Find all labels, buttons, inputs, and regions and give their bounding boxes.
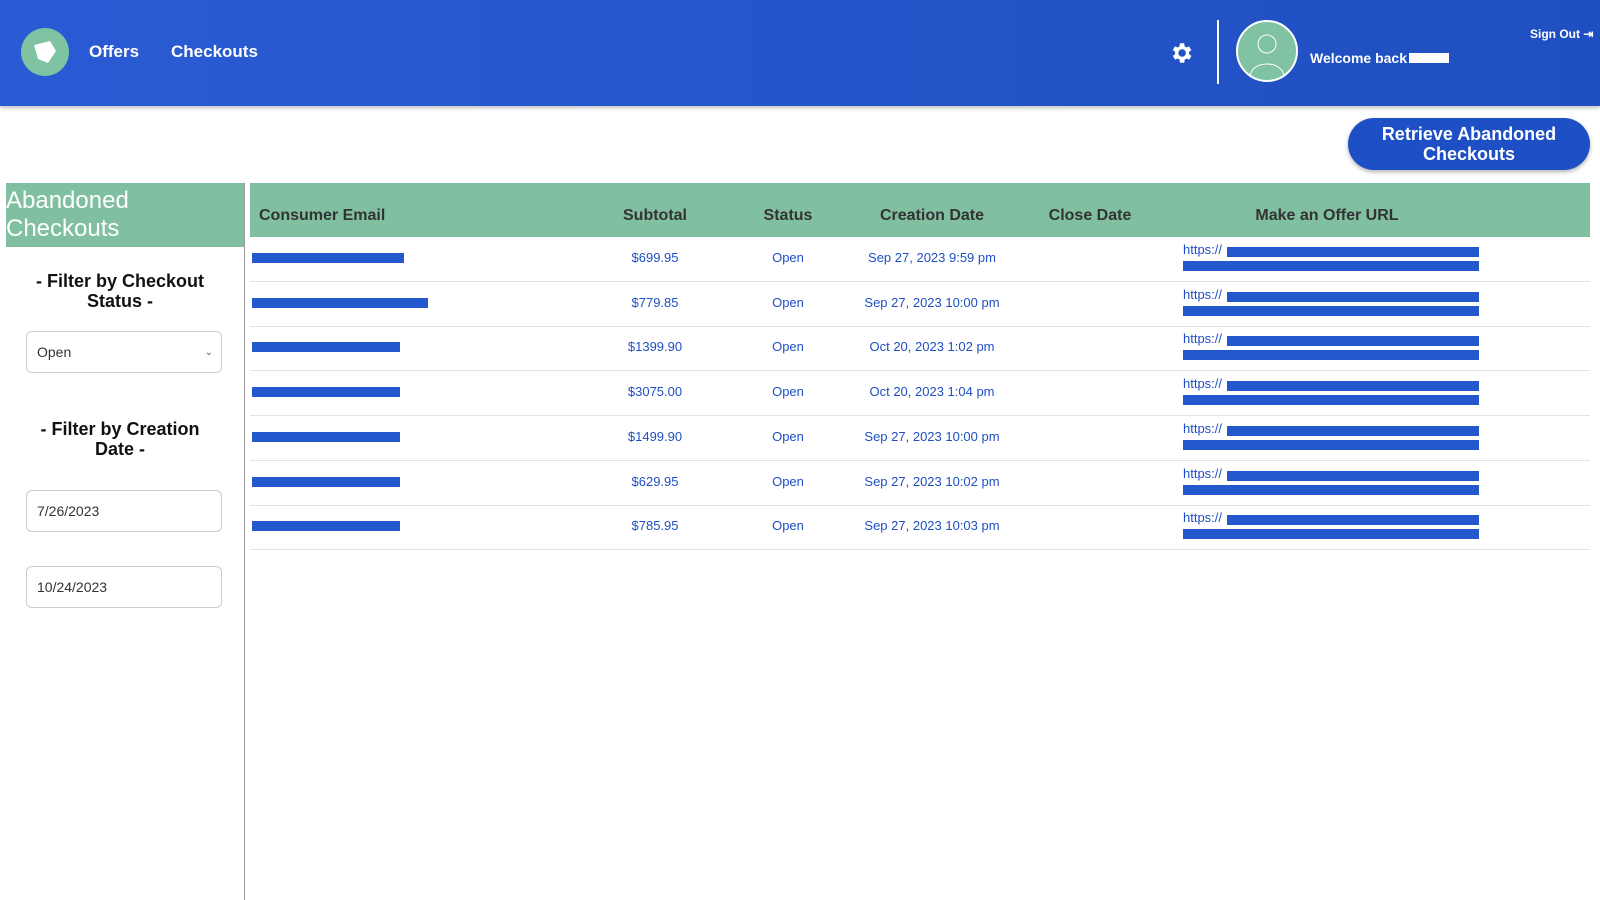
redaction bbox=[1409, 53, 1450, 63]
date-cell: Sep 27, 2023 10:03 pm bbox=[864, 518, 1000, 534]
redaction bbox=[252, 342, 400, 353]
header: Offers Checkouts Welcome back Sign Out ⇥ bbox=[0, 0, 1600, 106]
redaction bbox=[252, 431, 400, 442]
table-header bbox=[250, 183, 1590, 237]
status-cell: Open bbox=[772, 294, 804, 310]
nav-link[interactable]: Checkouts bbox=[171, 42, 258, 61]
welcome-text: Welcome back bbox=[1310, 50, 1450, 66]
settings-icon[interactable] bbox=[1168, 40, 1194, 66]
row-divider bbox=[250, 504, 1590, 506]
status-cell: Open bbox=[772, 250, 804, 265]
subtotal-cell: $779.85 bbox=[631, 294, 679, 310]
sidebar-title: Abandoned Checkouts bbox=[6, 183, 245, 247]
redaction bbox=[1227, 247, 1479, 257]
redaction bbox=[1227, 381, 1479, 392]
status-cell: Open bbox=[772, 384, 804, 400]
redaction bbox=[1183, 529, 1479, 540]
sign-out[interactable]: Sign Out ⇥ bbox=[1530, 27, 1594, 41]
filter-label: - Filter by Checkout Status - bbox=[35, 271, 205, 311]
redaction bbox=[1183, 484, 1479, 495]
redaction bbox=[1227, 515, 1479, 526]
redaction bbox=[1183, 395, 1479, 406]
redaction bbox=[252, 253, 404, 263]
redaction bbox=[252, 521, 400, 532]
status-cell: Open bbox=[772, 473, 804, 489]
offer-url[interactable]: https:// bbox=[1183, 242, 1223, 257]
status-cell: Open bbox=[772, 518, 804, 534]
column-header: Close Date bbox=[1048, 207, 1132, 224]
row-divider bbox=[250, 370, 1590, 372]
redaction bbox=[1183, 261, 1479, 271]
redaction bbox=[252, 297, 428, 308]
date-cell: Sep 27, 2023 10:00 pm bbox=[864, 428, 1000, 444]
status-cell: Open bbox=[772, 339, 804, 355]
column-header: Status bbox=[763, 207, 813, 224]
avatar[interactable] bbox=[1236, 20, 1298, 82]
date-cell: Sep 27, 2023 10:02 pm bbox=[864, 473, 1000, 489]
redaction bbox=[1227, 425, 1479, 436]
start-date-input[interactable]: 7/26/2023 bbox=[26, 490, 222, 532]
subtotal-cell: $1399.90 bbox=[627, 339, 683, 355]
offer-url[interactable]: https:// bbox=[1183, 420, 1223, 436]
retrieve-button[interactable]: Retrieve Abandoned Checkouts bbox=[1348, 118, 1590, 170]
divider bbox=[244, 183, 245, 900]
end-date-input[interactable]: 10/24/2023 bbox=[26, 566, 222, 608]
offer-url[interactable]: https:// bbox=[1183, 331, 1223, 347]
subtotal-cell: $3075.00 bbox=[627, 384, 683, 400]
offer-url[interactable]: https:// bbox=[1183, 465, 1223, 481]
redaction bbox=[1183, 350, 1479, 361]
offer-url[interactable]: https:// bbox=[1183, 286, 1223, 302]
column-header: Make an Offer URL bbox=[1255, 207, 1399, 224]
date-cell: Sep 27, 2023 9:59 pm bbox=[868, 250, 996, 265]
date-cell: Sep 27, 2023 10:00 pm bbox=[864, 294, 1000, 310]
logo[interactable] bbox=[20, 27, 70, 77]
redaction bbox=[252, 387, 400, 398]
date-cell: Oct 20, 2023 1:02 pm bbox=[869, 339, 995, 355]
column-header: Consumer Email bbox=[259, 207, 386, 224]
row-divider bbox=[250, 549, 1590, 551]
redaction bbox=[1183, 305, 1479, 316]
row-divider bbox=[250, 415, 1590, 417]
row-divider bbox=[250, 281, 1590, 282]
divider bbox=[1217, 20, 1219, 84]
offer-url[interactable]: https:// bbox=[1183, 510, 1223, 526]
status-cell: Open bbox=[772, 428, 804, 444]
redaction bbox=[1227, 470, 1479, 481]
row-divider bbox=[250, 325, 1590, 327]
column-header: Subtotal bbox=[623, 207, 687, 224]
filter-label: - Filter by Creation Date - bbox=[40, 419, 200, 459]
offer-url[interactable]: https:// bbox=[1183, 376, 1223, 392]
status-select[interactable]: Open ⌄ bbox=[26, 331, 222, 373]
redaction bbox=[252, 476, 400, 487]
redaction bbox=[1183, 439, 1479, 450]
subtotal-cell: $785.95 bbox=[631, 518, 679, 534]
column-header: Creation Date bbox=[879, 207, 985, 224]
redaction bbox=[1227, 291, 1479, 302]
row-divider bbox=[250, 459, 1590, 461]
subtotal-cell: $629.95 bbox=[631, 473, 679, 489]
date-cell: Oct 20, 2023 1:04 pm bbox=[869, 384, 995, 400]
subtotal-cell: $699.95 bbox=[631, 250, 679, 265]
subtotal-cell: $1499.90 bbox=[627, 428, 683, 444]
nav-link[interactable]: Offers bbox=[89, 42, 140, 61]
redaction bbox=[1227, 336, 1479, 347]
